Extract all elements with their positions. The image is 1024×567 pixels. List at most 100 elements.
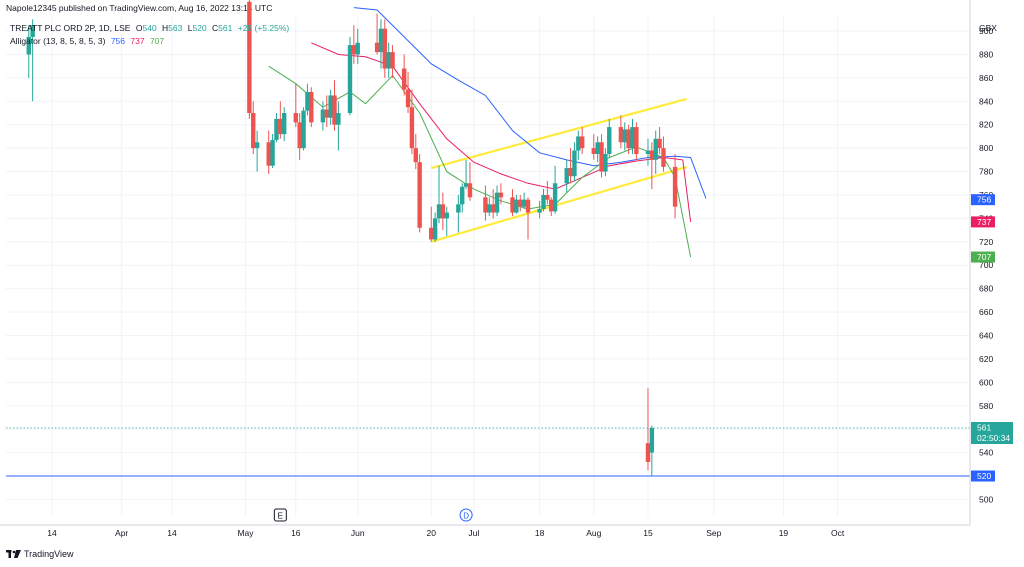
- candle[interactable]: [630, 118, 635, 155]
- candle[interactable]: [26, 25, 31, 78]
- candle[interactable]: [510, 189, 515, 217]
- candle[interactable]: [564, 159, 569, 193]
- date-tick-label: 16: [291, 528, 301, 538]
- candle[interactable]: [456, 194, 461, 233]
- candle[interactable]: [467, 162, 473, 201]
- candle[interactable]: [494, 185, 500, 217]
- candle-body: [645, 443, 651, 462]
- candle[interactable]: [626, 124, 631, 155]
- candle-body: [355, 42, 360, 55]
- candle[interactable]: [282, 107, 287, 142]
- legend-symbol[interactable]: TREATT PLC ORD 2P, 1D, LSE: [10, 23, 131, 33]
- candle[interactable]: [409, 89, 415, 155]
- candle[interactable]: [401, 54, 407, 96]
- candle[interactable]: [595, 136, 600, 163]
- candle[interactable]: [460, 183, 465, 213]
- candle-latest[interactable]: [649, 425, 655, 477]
- candle[interactable]: [549, 197, 554, 217]
- candle[interactable]: [645, 138, 651, 166]
- candle[interactable]: [417, 154, 422, 233]
- candle[interactable]: [572, 142, 577, 181]
- candle[interactable]: [251, 101, 256, 155]
- candle[interactable]: [382, 19, 388, 78]
- candle[interactable]: [541, 189, 546, 212]
- candle[interactable]: [324, 95, 329, 128]
- candle[interactable]: [545, 180, 550, 205]
- candle[interactable]: [634, 122, 639, 160]
- candle[interactable]: [297, 113, 302, 160]
- candle[interactable]: [537, 200, 542, 219]
- candle-body: [494, 192, 500, 213]
- candle[interactable]: [309, 87, 314, 128]
- candle[interactable]: [305, 83, 310, 116]
- candle[interactable]: [429, 206, 434, 242]
- candle[interactable]: [498, 183, 504, 205]
- candle[interactable]: [270, 134, 275, 169]
- candle[interactable]: [254, 130, 260, 172]
- candle[interactable]: [378, 19, 384, 69]
- candle[interactable]: [347, 36, 353, 116]
- candle[interactable]: [579, 127, 585, 155]
- candle[interactable]: [332, 80, 337, 131]
- candle[interactable]: [355, 28, 360, 64]
- candle[interactable]: [607, 118, 612, 158]
- candle[interactable]: [599, 134, 604, 178]
- price-label-box: [971, 251, 995, 263]
- candle[interactable]: [618, 115, 624, 149]
- candle[interactable]: [649, 142, 655, 190]
- candle-body: [332, 95, 337, 125]
- candle[interactable]: [591, 134, 596, 160]
- candle[interactable]: [266, 130, 271, 174]
- candle[interactable]: [436, 165, 442, 224]
- candle-latest[interactable]: [645, 388, 651, 471]
- candle[interactable]: [568, 148, 573, 184]
- candle[interactable]: [525, 197, 531, 240]
- candle[interactable]: [336, 101, 341, 151]
- candle[interactable]: [405, 72, 411, 114]
- candle[interactable]: [521, 192, 527, 210]
- candles[interactable]: [26, 0, 678, 477]
- candle[interactable]: [278, 101, 283, 139]
- candle[interactable]: [444, 206, 449, 236]
- candle[interactable]: [672, 154, 678, 219]
- candle[interactable]: [576, 130, 581, 160]
- candle[interactable]: [487, 197, 492, 217]
- candle[interactable]: [328, 89, 333, 125]
- candle[interactable]: [30, 19, 35, 102]
- candle[interactable]: [661, 136, 666, 172]
- candle[interactable]: [390, 45, 395, 78]
- candle[interactable]: [432, 212, 438, 242]
- candle[interactable]: [490, 189, 496, 219]
- earnings-marker[interactable]: E: [273, 508, 287, 522]
- candle[interactable]: [657, 127, 662, 155]
- channel-line[interactable]: [430, 97, 687, 170]
- candle[interactable]: [440, 192, 446, 231]
- candle[interactable]: [301, 107, 306, 151]
- candle-body: [374, 42, 380, 53]
- candle[interactable]: [247, 0, 252, 119]
- candle[interactable]: [320, 101, 326, 131]
- candle[interactable]: [622, 122, 627, 151]
- candle[interactable]: [514, 194, 519, 214]
- dividend-marker[interactable]: D: [459, 508, 473, 522]
- candle[interactable]: [603, 148, 608, 177]
- channel-lines[interactable]: [6, 97, 970, 477]
- candle[interactable]: [293, 83, 299, 128]
- candle[interactable]: [413, 134, 418, 170]
- candle[interactable]: [463, 159, 469, 190]
- footer-brand[interactable]: TradingView: [6, 549, 74, 559]
- candle[interactable]: [653, 130, 658, 174]
- candle[interactable]: [386, 42, 391, 78]
- candle-body: [382, 28, 388, 69]
- candle[interactable]: [518, 194, 523, 212]
- legend-indicator[interactable]: Alligator (13, 8, 5, 8, 5, 3): [10, 36, 106, 46]
- candle[interactable]: [274, 113, 279, 143]
- channel-line[interactable]: [430, 165, 687, 243]
- candle[interactable]: [374, 13, 380, 55]
- candle[interactable]: [351, 25, 357, 64]
- candle-body: [282, 113, 287, 135]
- candle[interactable]: [552, 165, 558, 214]
- candle-body: [444, 212, 449, 219]
- candle[interactable]: [483, 185, 488, 221]
